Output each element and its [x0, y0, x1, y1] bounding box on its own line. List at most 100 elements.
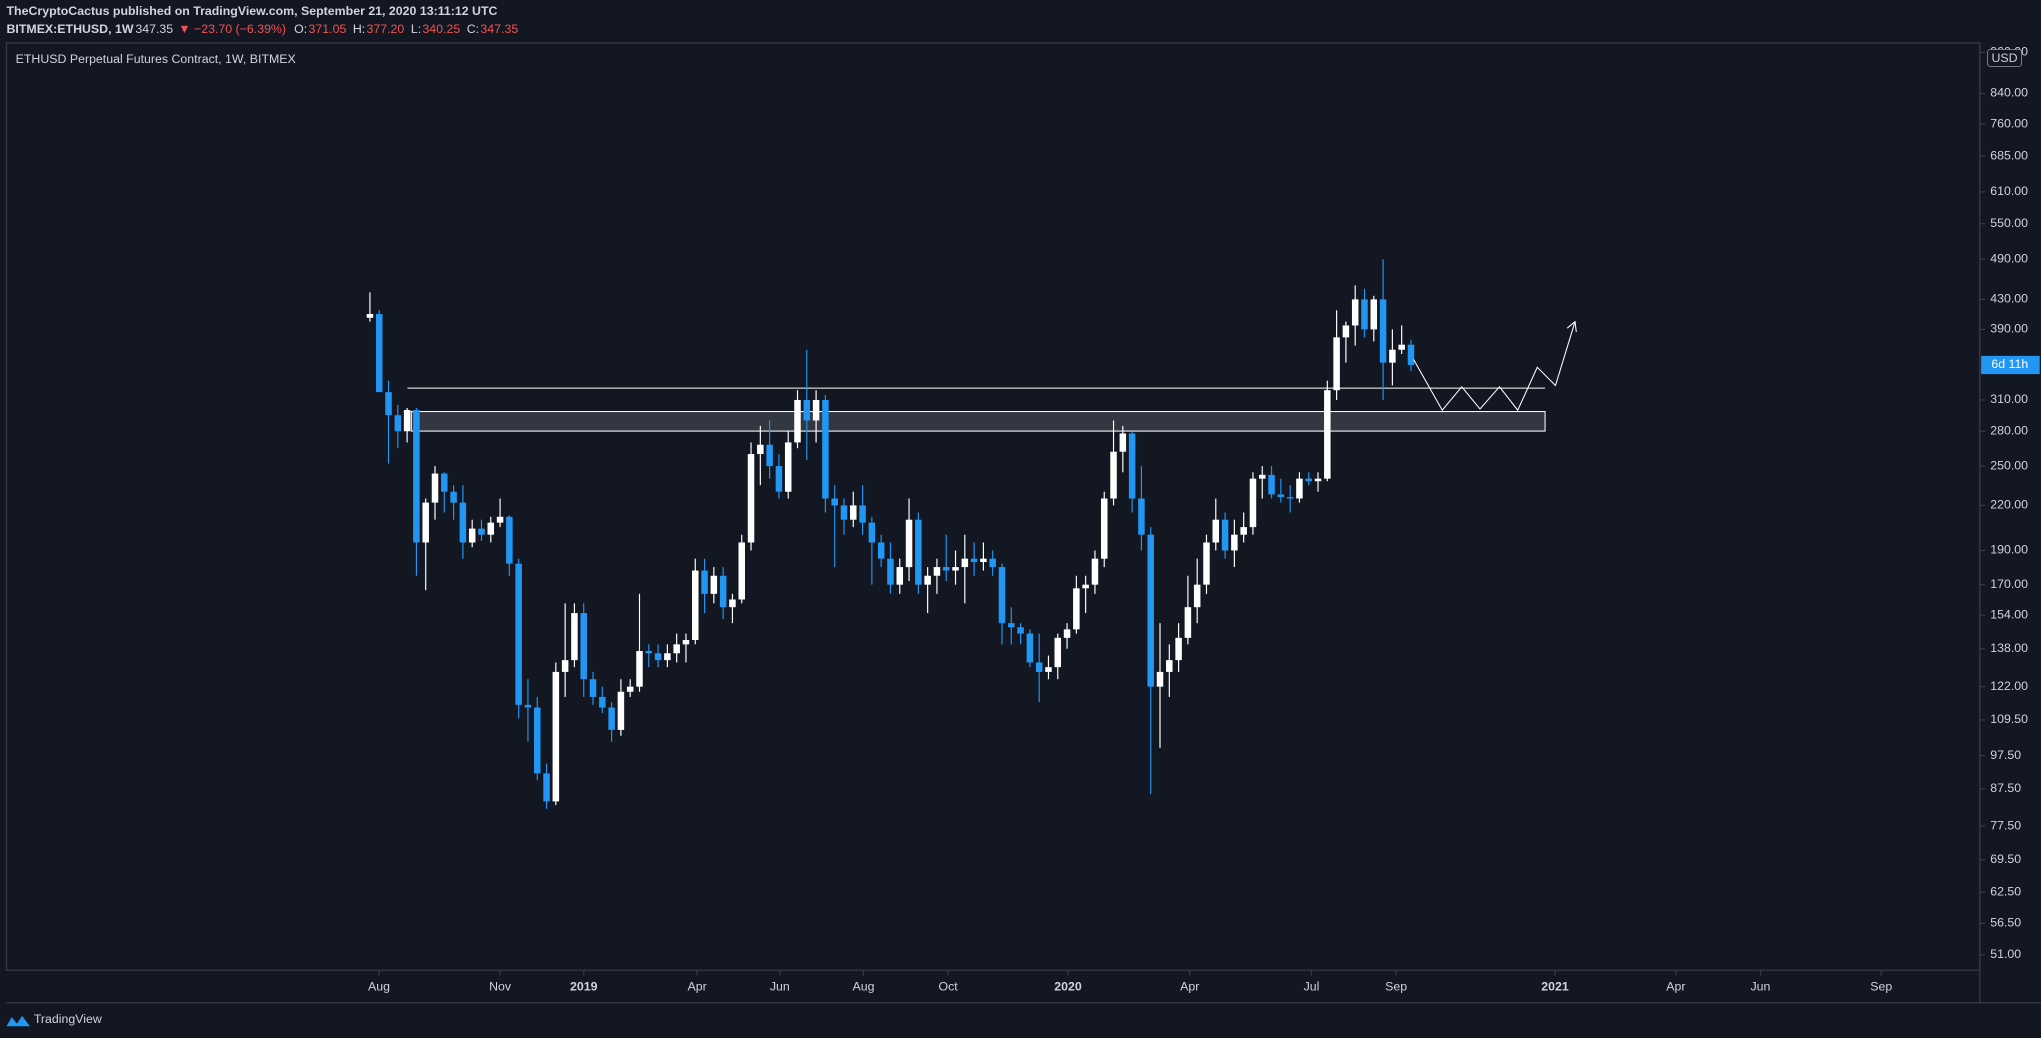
candle-body — [1240, 527, 1247, 535]
y-tick-label: 390.00 — [1990, 322, 2028, 336]
candle-body — [413, 410, 420, 543]
candle-body — [608, 707, 615, 730]
candle-body — [710, 575, 718, 594]
candle-body — [970, 558, 978, 563]
x-tick-label: 2019 — [570, 979, 598, 993]
candle-body — [487, 522, 495, 535]
candles — [366, 259, 1415, 809]
logo-icon — [6, 1015, 30, 1027]
candle-body — [747, 454, 755, 543]
x-tick-label: Jun — [770, 979, 790, 993]
y-tick-label: 840.00 — [1990, 86, 2028, 100]
footer-logo — [6, 1015, 30, 1027]
candle-body — [552, 671, 560, 802]
candle-body — [877, 542, 885, 559]
candle-body — [840, 505, 848, 520]
ohlc-value: 347.35 — [480, 22, 518, 36]
candle-body — [524, 704, 532, 708]
countdown: 6d 11h — [1991, 357, 2028, 371]
candle-body — [719, 575, 727, 608]
x-tick-label: Jul — [1304, 979, 1320, 993]
y-tick-label: 310.00 — [1990, 392, 2028, 406]
y-tick-label: 87.50 — [1990, 781, 2021, 795]
y-tick-label: 62.50 — [1990, 885, 2021, 899]
x-tick-label: Sep — [1385, 979, 1407, 993]
candle-body — [626, 686, 634, 692]
candle-body — [366, 314, 374, 318]
candle-body — [1147, 534, 1154, 687]
candle-body — [1166, 660, 1173, 672]
candle-body — [1249, 478, 1257, 528]
candle-body — [1100, 498, 1108, 559]
candle-body — [571, 613, 578, 661]
y-tick-label: 760.00 — [1990, 117, 2028, 131]
y-tick-label: 610.00 — [1990, 184, 2028, 198]
candle-body — [496, 516, 504, 523]
candle-body — [980, 558, 987, 563]
candle-body — [1231, 534, 1238, 551]
candle-body — [1342, 325, 1350, 338]
candle-body — [654, 653, 662, 661]
candle-body — [701, 570, 708, 594]
candle-body — [1175, 637, 1182, 661]
candle-body — [850, 505, 857, 520]
candle-body — [933, 567, 941, 576]
candle-body — [757, 444, 764, 455]
candle-body — [1156, 671, 1164, 687]
ohlc-value: 340.25 — [422, 22, 460, 36]
candle-body — [729, 599, 736, 608]
candle-body — [887, 558, 894, 585]
y-tick-label: 122.00 — [1990, 679, 2028, 693]
candle-body — [859, 505, 866, 523]
candle-body — [1119, 433, 1127, 452]
candle-body — [1054, 637, 1062, 668]
candle-body — [375, 314, 383, 393]
countdown-box — [1981, 355, 2040, 375]
candle-body — [1333, 337, 1340, 391]
y-tick-label: 138.00 — [1990, 641, 2028, 655]
candle-body — [682, 639, 690, 645]
axes: 51.00 56.50 62.50 69.50 77.50 87.50 97.50 109.5… — [368, 45, 2040, 993]
candle-body — [1063, 629, 1071, 638]
candle-body — [738, 542, 745, 600]
candle-body — [1212, 519, 1220, 543]
candle-body — [506, 516, 513, 564]
y-tick-label: 170.00 — [1990, 577, 2028, 591]
y-tick-label: 490.00 — [1990, 251, 2028, 265]
candle-body — [766, 444, 773, 467]
y-tick-label: 685.00 — [1990, 148, 2028, 162]
candle-body — [394, 415, 402, 432]
candle-body — [1110, 451, 1117, 499]
candle-body — [1379, 299, 1387, 363]
ohlc-label: H: — [353, 22, 365, 36]
candle-body — [812, 399, 820, 421]
candle-body — [1138, 498, 1145, 535]
candle-body — [775, 466, 783, 492]
y-tick-label: 69.50 — [1990, 852, 2021, 866]
candle-body — [441, 473, 448, 492]
candle-body — [692, 570, 699, 640]
candle-body — [1268, 474, 1275, 495]
ohlc-label: L: — [411, 22, 421, 36]
candle-body — [422, 502, 429, 543]
candle-body — [1035, 662, 1043, 672]
candle-body — [1017, 627, 1024, 634]
x-tick-label: Apr — [688, 979, 707, 993]
x-tick-label: Apr — [1666, 979, 1685, 993]
candle-body — [515, 563, 522, 705]
candle-body — [1193, 584, 1201, 608]
y-tick-label: 550.00 — [1990, 216, 2028, 230]
candle-body — [1389, 349, 1396, 363]
candle-body — [794, 399, 801, 443]
candle-body — [543, 773, 550, 802]
candle-body — [561, 660, 569, 672]
candle-body — [1045, 667, 1052, 672]
candle-body — [636, 651, 643, 687]
candle-body — [784, 442, 792, 492]
y-tick-label: 97.50 — [1990, 748, 2021, 762]
ohlc-group: O: 371.05 H: 377.20 L: 340.25 C: 347.35 — [294, 22, 518, 36]
chart-title: ETHUSD Perpetual Futures Contract, 1W, B… — [16, 52, 296, 66]
candle-body — [664, 653, 671, 661]
candle-body — [1082, 584, 1089, 589]
